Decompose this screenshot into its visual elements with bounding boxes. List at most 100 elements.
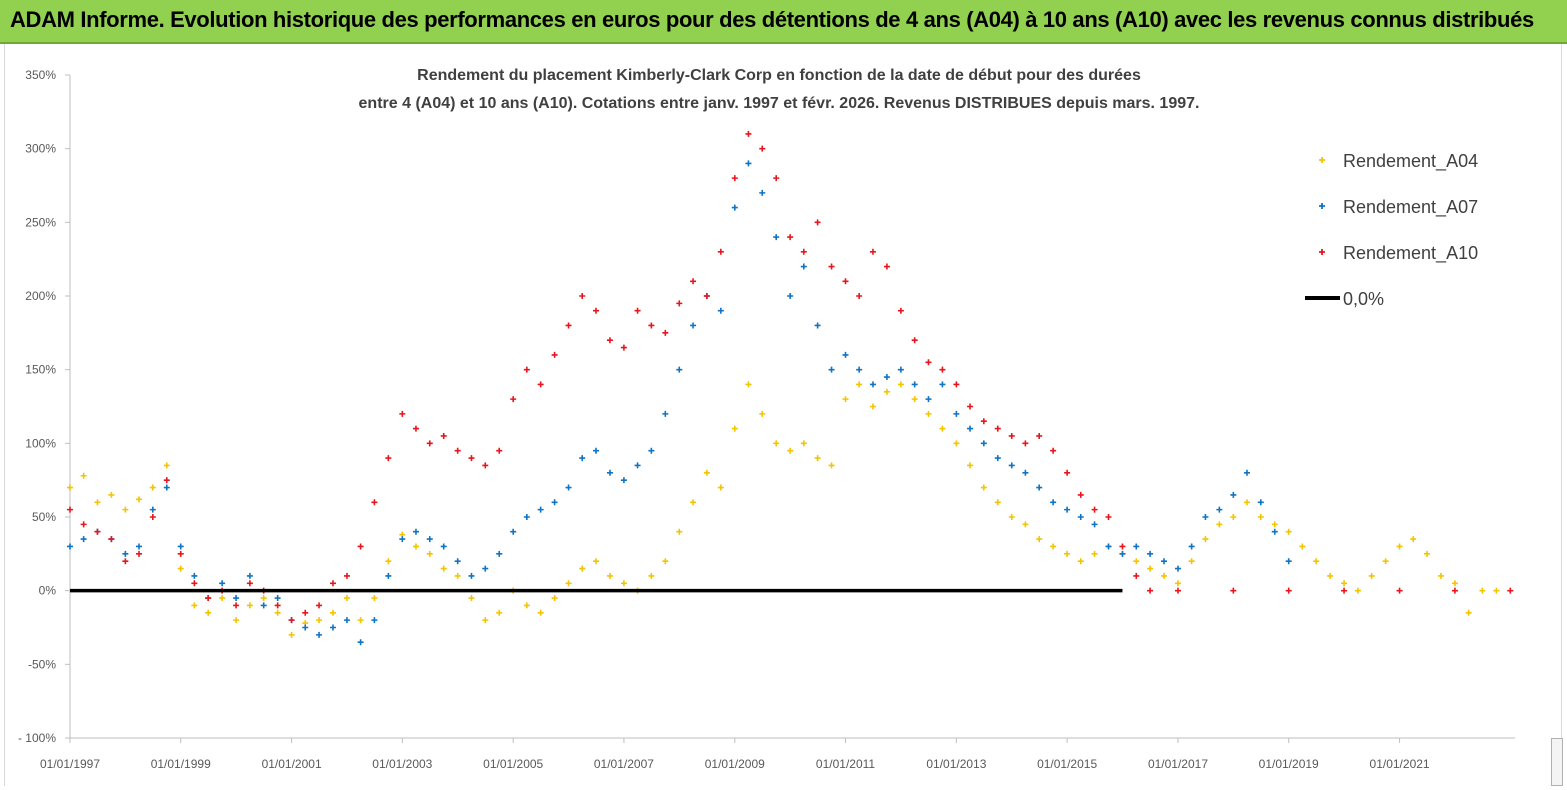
point-Rendement_A04-90 <box>1313 558 1320 565</box>
point-Rendement_A07-53 <box>800 263 807 270</box>
report-title: ADAM Informe. Evolution historique des p… <box>10 7 1534 32</box>
point-Rendement_A07-20 <box>343 617 350 624</box>
point-Rendement_A10-52 <box>787 234 794 241</box>
point-Rendement_A10-84 <box>1451 587 1458 594</box>
x-tick-label: 01/01/2009 <box>705 757 765 771</box>
point-Rendement_A07-9 <box>191 572 198 579</box>
point-Rendement_A10-8 <box>177 550 184 557</box>
point-Rendement_A07-0 <box>67 543 73 550</box>
point-Rendement_A10-48 <box>731 175 738 182</box>
point-Rendement_A10-69 <box>1022 440 1029 447</box>
point-Rendement_A04-89 <box>1299 543 1306 550</box>
point-Rendement_A04-22 <box>371 595 378 602</box>
point-Rendement_A04-23 <box>385 558 392 565</box>
point-Rendement_A04-43 <box>662 558 669 565</box>
point-Rendement_A04-55 <box>828 462 835 469</box>
point-Rendement_A04-66 <box>980 484 987 491</box>
point-Rendement_A10-1 <box>80 521 87 528</box>
point-Rendement_A04-48 <box>731 425 738 432</box>
point-Rendement_A07-22 <box>371 617 378 624</box>
point-Rendement_A04-0 <box>67 484 73 491</box>
point-Rendement_A04-16 <box>288 631 295 638</box>
point-Rendement_A07-75 <box>1105 543 1112 550</box>
point-Rendement_A10-7 <box>163 477 170 484</box>
legend-label-Rendement_A04: Rendement_A04 <box>1343 151 1478 172</box>
point-Rendement_A04-39 <box>606 572 613 579</box>
point-Rendement_A04-61 <box>911 396 918 403</box>
point-Rendement_A10-27 <box>440 432 447 439</box>
point-Rendement_A10-46 <box>703 293 710 299</box>
point-Rendement_A10-29 <box>468 455 475 462</box>
point-Rendement_A07-26 <box>426 536 433 543</box>
point-Rendement_A04-33 <box>523 602 530 609</box>
point-Rendement_A04-63 <box>939 425 946 432</box>
point-Rendement_A10-22 <box>371 499 378 506</box>
y-tick-label: 0% <box>39 584 57 598</box>
point-Rendement_A04-45 <box>690 499 697 506</box>
point-Rendement_A04-62 <box>925 410 932 417</box>
y-tick-label: -50% <box>28 657 56 671</box>
point-Rendement_A10-36 <box>565 322 572 329</box>
point-Rendement_A04-54 <box>814 455 821 462</box>
point-Rendement_A04-29 <box>468 595 475 602</box>
point-Rendement_A04-70 <box>1036 536 1043 543</box>
point-Rendement_A10-41 <box>634 307 641 314</box>
point-Rendement_A07-27 <box>440 543 447 550</box>
resize-handle[interactable] <box>1551 738 1563 786</box>
point-Rendement_A07-64 <box>953 410 960 417</box>
point-Rendement_A10-65 <box>967 403 974 410</box>
point-Rendement_A10-25 <box>412 425 419 432</box>
point-Rendement_A04-59 <box>883 388 890 395</box>
point-Rendement_A07-36 <box>565 484 572 491</box>
point-Rendement_A10-81 <box>1285 587 1292 594</box>
point-Rendement_A04-8 <box>177 565 184 572</box>
point-Rendement_A04-47 <box>717 484 724 491</box>
legend: Rendement_A04 Rendement_A07 Rendement_A10 0… <box>1290 138 1515 320</box>
point-Rendement_A10-47 <box>717 248 724 255</box>
point-Rendement_A07-32 <box>510 528 517 535</box>
point-Rendement_A10-49 <box>745 130 752 137</box>
point-Rendement_A07-77 <box>1133 543 1140 550</box>
point-Rendement_A04-96 <box>1396 543 1403 550</box>
point-Rendement_A04-36 <box>565 580 572 587</box>
point-Rendement_A10-71 <box>1050 447 1057 454</box>
point-Rendement_A07-18 <box>316 631 323 638</box>
point-Rendement_A10-79 <box>1174 587 1181 594</box>
point-Rendement_A07-60 <box>897 366 904 373</box>
point-Rendement_A04-64 <box>953 440 960 447</box>
point-Rendement_A07-44 <box>676 366 683 373</box>
point-Rendement_A10-15 <box>274 602 281 609</box>
point-Rendement_A04-95 <box>1382 558 1389 565</box>
point-Rendement_A07-47 <box>717 307 724 314</box>
point-Rendement_A10-40 <box>620 344 627 351</box>
point-Rendement_A07-80 <box>1174 565 1181 572</box>
point-Rendement_A07-71 <box>1050 499 1057 506</box>
point-Rendement_A04-52 <box>787 447 794 454</box>
point-Rendement_A10-70 <box>1036 432 1043 439</box>
point-Rendement_A10-21 <box>357 543 364 550</box>
point-Rendement_A10-9 <box>191 580 198 587</box>
point-Rendement_A04-25 <box>412 543 419 550</box>
y-tick-label: 350% <box>25 68 56 82</box>
y-tick-label: 300% <box>25 142 56 156</box>
point-Rendement_A04-99 <box>1437 572 1444 579</box>
point-Rendement_A10-5 <box>136 550 143 557</box>
point-Rendement_A04-97 <box>1410 536 1417 543</box>
point-Rendement_A04-73 <box>1077 558 1084 565</box>
x-tick-label: 01/01/1999 <box>151 757 211 771</box>
point-Rendement_A07-73 <box>1077 514 1084 520</box>
point-Rendement_A07-5 <box>136 543 143 550</box>
point-Rendement_A10-82 <box>1341 587 1348 594</box>
point-Rendement_A07-14 <box>260 602 267 609</box>
point-Rendement_A07-74 <box>1091 521 1098 528</box>
point-Rendement_A10-4 <box>122 558 129 565</box>
series-Rendement_A07 <box>67 160 1292 646</box>
point-Rendement_A10-26 <box>426 440 433 447</box>
point-Rendement_A04-84 <box>1230 514 1237 520</box>
point-Rendement_A07-65 <box>967 425 974 432</box>
point-Rendement_A07-70 <box>1036 484 1043 491</box>
point-Rendement_A04-56 <box>842 396 849 403</box>
point-Rendement_A04-94 <box>1368 572 1375 579</box>
point-Rendement_A07-48 <box>731 204 738 211</box>
point-Rendement_A07-84 <box>1230 491 1237 498</box>
